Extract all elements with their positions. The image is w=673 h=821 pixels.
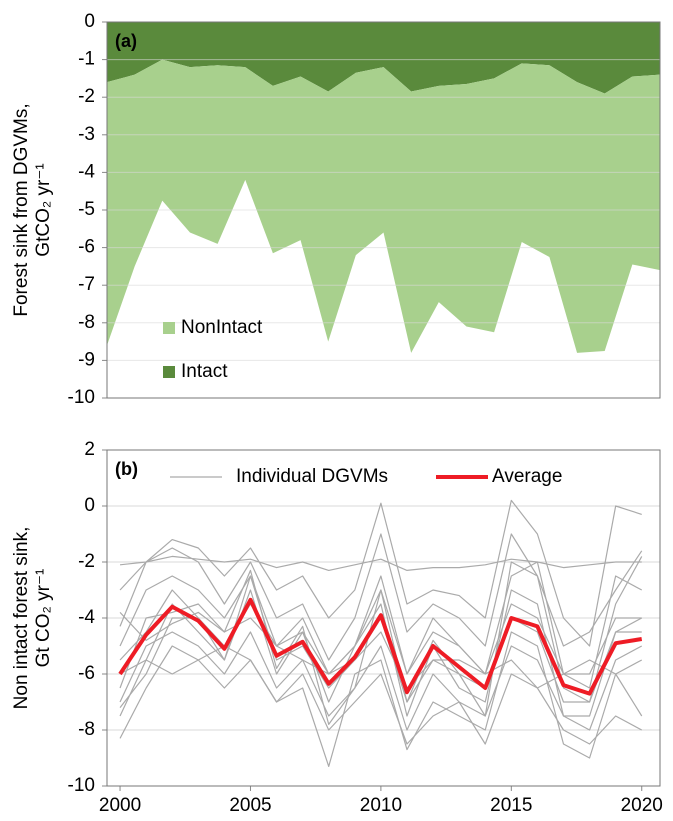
y-tick-label: 2 <box>84 439 95 460</box>
x-tick-label: 2020 <box>621 795 663 816</box>
y-tick-label: -5 <box>78 199 95 220</box>
line <box>119 499 642 647</box>
y-axis-label: Gt CO₂ yr⁻¹ <box>33 569 54 668</box>
line <box>119 589 642 717</box>
y-axis-label: Forest sink from DGVMs, <box>11 103 32 316</box>
legend-label: Average <box>492 466 562 487</box>
panel-label: (a) <box>115 31 137 51</box>
y-tick-label: -10 <box>68 775 95 796</box>
y-tick-label: -9 <box>78 349 95 370</box>
line <box>119 645 643 745</box>
y-tick-label: -4 <box>78 607 95 628</box>
y-tick-label: -7 <box>78 274 95 295</box>
legend-swatch <box>163 366 175 378</box>
y-axis-label: GtCO₂ yr⁻¹ <box>33 163 54 256</box>
area <box>107 22 660 94</box>
y-tick-label: -1 <box>78 49 95 70</box>
line <box>119 631 643 767</box>
line <box>119 561 643 689</box>
y-tick-label: -2 <box>78 86 95 107</box>
line <box>118 597 643 696</box>
line <box>119 533 643 661</box>
plot-frame <box>106 449 661 787</box>
legend-label: NonIntact <box>181 317 263 338</box>
y-tick-label: -4 <box>78 161 95 182</box>
area <box>107 59 660 353</box>
line <box>119 556 643 725</box>
x-tick-label: 2010 <box>360 795 402 816</box>
y-tick-label: -3 <box>78 124 95 145</box>
y-tick-label: -6 <box>78 663 95 684</box>
x-tick-label: 2000 <box>99 795 141 816</box>
y-axis-label: Non intact forest sink, <box>11 527 32 710</box>
y-tick-label: 0 <box>84 495 95 516</box>
line <box>119 555 642 571</box>
line <box>119 603 643 689</box>
y-tick-label: -8 <box>78 312 95 333</box>
legend-swatch <box>163 322 175 334</box>
legend-label: Individual DGVMs <box>236 466 388 487</box>
panel-label: (b) <box>115 459 138 479</box>
x-tick-label: 2005 <box>229 795 271 816</box>
y-tick-label: -10 <box>68 387 95 408</box>
plot-frame <box>106 21 661 399</box>
legend-label: Intact <box>181 361 228 382</box>
y-tick-label: -8 <box>78 719 95 740</box>
y-tick-label: -2 <box>78 551 95 572</box>
y-tick-label: -6 <box>78 237 95 258</box>
x-tick-label: 2015 <box>490 795 532 816</box>
y-tick-label: 0 <box>84 11 95 32</box>
